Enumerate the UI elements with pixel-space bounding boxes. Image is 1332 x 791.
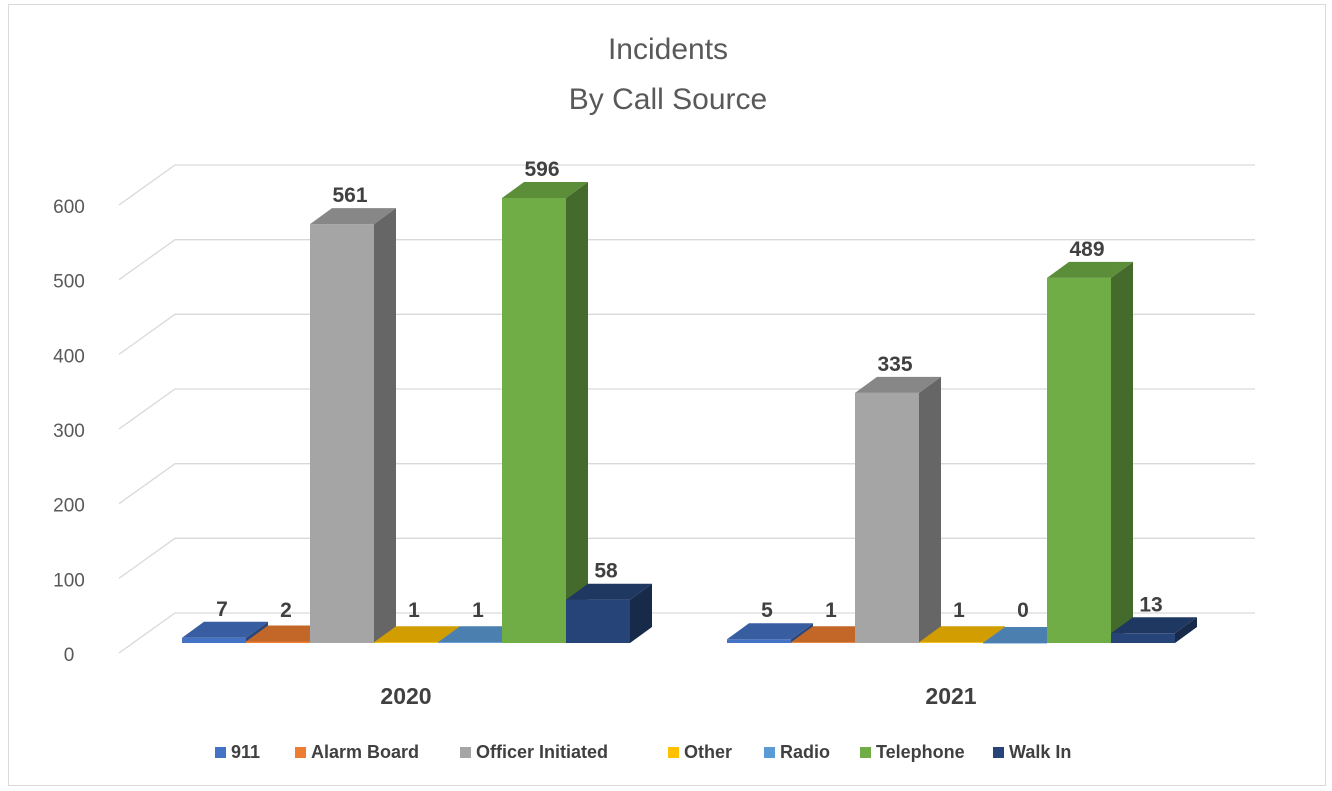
legend-item: Walk In [993, 742, 1071, 762]
legend-label: Telephone [876, 742, 965, 762]
y-tick-label: 100 [53, 570, 85, 591]
chart-title-line-2: By Call Source [569, 83, 767, 116]
bar-top [855, 376, 941, 393]
bar-side [374, 208, 396, 643]
legend-swatch [860, 747, 871, 758]
bar-side [983, 626, 1005, 643]
legend-label: Officer Initiated [476, 742, 608, 762]
legend-swatch [993, 747, 1004, 758]
bar-other-2021 [919, 626, 1005, 643]
legend-item: 911 [215, 742, 260, 762]
bar-top [310, 208, 396, 225]
chart-frame: Incidents By Call Source 0 100 200 300 400 50… [8, 4, 1326, 786]
category-labels: 2020 2021 [380, 683, 976, 709]
legend-swatch [668, 747, 679, 758]
legend-label: Other [684, 742, 732, 762]
y-tick-label: 500 [53, 272, 85, 293]
y-axis-ticks: 0 100 200 300 400 500 600 [53, 197, 85, 666]
bar-front [182, 637, 246, 643]
legend-item: Other [668, 742, 732, 762]
data-label: 0 [1017, 599, 1029, 622]
legend-item: Officer Initiated [460, 742, 608, 762]
data-label: 1 [408, 599, 420, 622]
data-label: 1 [472, 599, 484, 622]
y-tick-label: 400 [53, 346, 85, 367]
data-label: 13 [1139, 593, 1162, 616]
bar-top [1047, 261, 1133, 278]
bar-front [566, 599, 630, 643]
data-label: 1 [825, 599, 837, 622]
bar-front [1047, 277, 1111, 643]
category-label: 2020 [380, 683, 431, 709]
data-label: 335 [877, 353, 912, 376]
bar-front [246, 641, 310, 643]
bar-top [727, 623, 813, 640]
y-tick-label: 200 [53, 496, 85, 517]
legend-swatch [215, 747, 226, 758]
y-tick-label: 0 [64, 645, 75, 666]
bar-walk-in-2021 [1111, 617, 1197, 643]
legend-item: Alarm Board [295, 742, 419, 762]
gridline [118, 239, 1255, 281]
data-label: 58 [594, 560, 618, 583]
bar-top [374, 626, 460, 643]
bar-top [566, 583, 652, 600]
bar-side [1111, 261, 1133, 643]
data-label: 489 [1069, 238, 1104, 261]
bar-side [630, 583, 652, 643]
bar-front [919, 642, 983, 643]
bar-front [791, 642, 855, 643]
data-label: 5 [761, 599, 773, 622]
bar-front [983, 643, 1047, 644]
category-label: 2021 [925, 683, 976, 709]
bar-walk-in-2020 [566, 583, 652, 643]
legend-swatch [460, 747, 471, 758]
data-label: 7 [216, 598, 228, 621]
legend-item: Radio [764, 742, 830, 762]
bar-front [855, 392, 919, 643]
bars [182, 181, 1197, 644]
legend: 911 Alarm Board Officer Initiated Other Radi… [215, 742, 1071, 762]
y-tick-label: 600 [53, 197, 85, 218]
bar-911-2021 [727, 623, 813, 643]
legend-swatch [764, 747, 775, 758]
legend-swatch [295, 747, 306, 758]
gridlines [118, 164, 1255, 654]
bar-front [374, 642, 438, 643]
legend-label: 911 [231, 742, 260, 762]
gridline [118, 164, 1255, 206]
bar-front [727, 639, 791, 643]
bar-officer-initiated-2021 [855, 376, 941, 643]
bar-top [502, 181, 588, 198]
gridline [118, 313, 1255, 355]
bar-side [791, 623, 813, 643]
bar-front [310, 224, 374, 643]
bar-front [502, 197, 566, 643]
y-tick-label: 300 [53, 421, 85, 442]
legend-label: Walk In [1009, 742, 1071, 762]
bar-top [182, 621, 268, 638]
data-label: 1 [953, 599, 965, 622]
data-label: 2 [280, 599, 292, 622]
bar-telephone-2020 [502, 181, 588, 643]
bar-front [1111, 633, 1175, 643]
bar-front [438, 642, 502, 643]
bar-side [566, 181, 588, 643]
bar-telephone-2021 [1047, 261, 1133, 643]
bar-side [1175, 617, 1197, 643]
bar-side [919, 376, 941, 643]
legend-label: Radio [780, 742, 830, 762]
chart-svg: Incidents By Call Source 010020030040050… [53, 33, 1255, 762]
bar-top [1111, 617, 1197, 634]
legend-item: Telephone [860, 742, 965, 762]
bar-top [919, 626, 1005, 643]
data-label: 561 [332, 184, 367, 207]
bar-officer-initiated-2020 [310, 208, 396, 643]
legend-label: Alarm Board [311, 742, 419, 762]
chart-title-line-1: Incidents [608, 33, 728, 66]
data-labels: 7 2 561 1 1 596 58 5 1 335 1 0 489 13 [216, 158, 1163, 622]
data-label: 596 [524, 158, 559, 181]
